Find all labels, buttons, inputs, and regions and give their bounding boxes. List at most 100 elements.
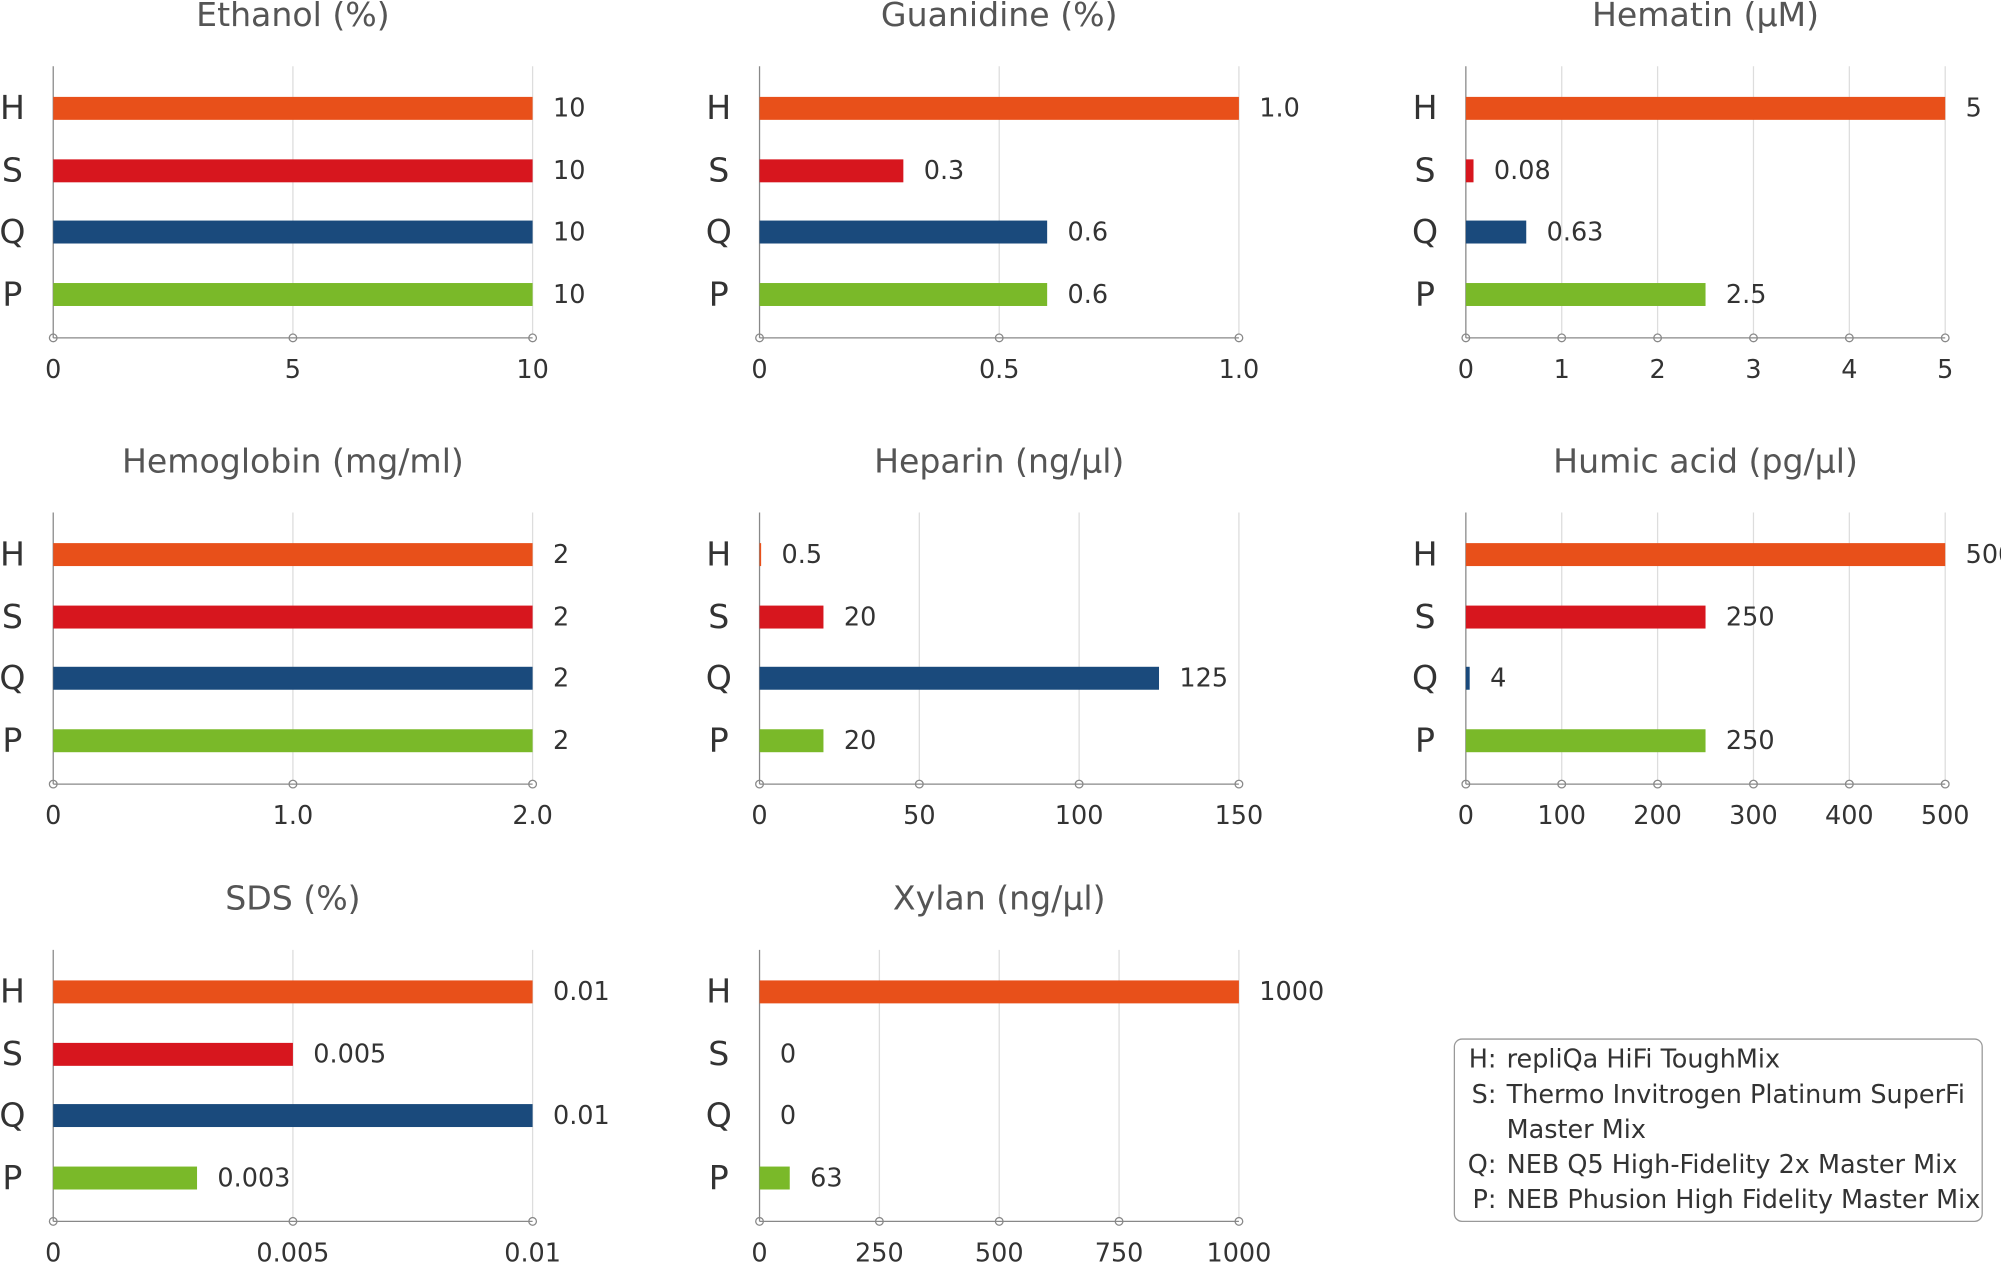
category-label: Q <box>0 1095 25 1134</box>
bar <box>759 605 824 629</box>
category-label: P <box>709 274 729 313</box>
bar <box>53 605 533 629</box>
bar <box>759 666 1160 690</box>
category-label: H <box>1413 534 1438 573</box>
chart-title: Hematin (µM) <box>1592 0 1819 34</box>
value-label: 5 <box>1966 94 1982 124</box>
legend-label: NEB Phusion High Fidelity Master Mix <box>1507 1185 1981 1215</box>
bar <box>759 980 1239 1004</box>
value-label: 0 <box>780 1040 796 1070</box>
bar <box>759 159 904 183</box>
category-label: P <box>709 1158 729 1197</box>
category-label: S <box>2 1034 23 1073</box>
x-tick-label: 2.0 <box>512 801 553 831</box>
value-label: 1.0 <box>1259 94 1300 124</box>
bar <box>53 980 533 1004</box>
x-tick-label: 150 <box>1215 801 1264 831</box>
value-label: 0.01 <box>553 977 610 1007</box>
value-label: 10 <box>553 94 585 124</box>
x-tick-label: 3 <box>1745 355 1761 385</box>
value-label: 4 <box>1490 664 1506 694</box>
x-tick-label: 0 <box>45 801 61 831</box>
category-label: H <box>706 534 731 573</box>
x-tick-label: 4 <box>1841 355 1857 385</box>
bar <box>759 96 1239 120</box>
value-label: 0.6 <box>1068 280 1109 310</box>
category-label: S <box>708 151 729 190</box>
category-label: Q <box>0 658 25 697</box>
bar <box>759 220 1048 244</box>
category-label: S <box>1415 597 1436 636</box>
category-label: H <box>706 88 731 127</box>
category-label: H <box>706 972 731 1011</box>
value-label: 10 <box>553 280 585 310</box>
bar <box>53 543 533 567</box>
x-tick-label: 0 <box>1458 355 1474 385</box>
value-label: 0 <box>780 1101 796 1131</box>
category-label: Q <box>1412 658 1438 697</box>
legend-label: Master Mix <box>1507 1115 1646 1145</box>
x-tick-label: 250 <box>855 1239 904 1266</box>
value-label: 0.01 <box>553 1101 610 1131</box>
x-tick-label: 0 <box>751 355 767 385</box>
x-tick-label: 1000 <box>1206 1239 1271 1266</box>
bar <box>1465 666 1470 690</box>
chart-title: Humic acid (pg/µl) <box>1553 441 1858 480</box>
category-label: H <box>0 972 25 1011</box>
value-label: 2 <box>553 664 569 694</box>
value-label: 0.005 <box>313 1040 386 1070</box>
value-label: 1000 <box>1259 977 1324 1007</box>
chart-title: Guanidine (%) <box>881 0 1118 34</box>
x-tick-label: 200 <box>1633 801 1682 831</box>
value-label: 250 <box>1726 726 1775 756</box>
bar <box>53 1166 198 1190</box>
value-label: 250 <box>1726 602 1775 632</box>
chart-title: Heparin (ng/µl) <box>874 441 1124 480</box>
bar <box>53 1104 533 1128</box>
x-tick-label: 0 <box>751 1239 767 1266</box>
category-label: S <box>708 1034 729 1073</box>
legend-key: P: <box>1472 1185 1496 1215</box>
bar <box>759 1166 790 1190</box>
value-label: 0.3 <box>924 156 965 186</box>
bar <box>53 159 533 183</box>
value-label: 20 <box>844 602 876 632</box>
bar <box>53 666 533 690</box>
x-tick-label: 400 <box>1825 801 1874 831</box>
legend-key: Q: <box>1468 1150 1497 1180</box>
x-tick-label: 1.0 <box>273 801 314 831</box>
x-tick-label: 2 <box>1649 355 1665 385</box>
x-tick-label: 0 <box>751 801 767 831</box>
bar <box>53 283 533 306</box>
bar <box>1465 729 1706 753</box>
category-label: P <box>1415 274 1435 313</box>
legend-label: Thermo Invitrogen Platinum SuperFi <box>1506 1080 1965 1110</box>
category-label: H <box>1413 88 1438 127</box>
value-label: 2.5 <box>1726 280 1767 310</box>
chart-title: Xylan (ng/µl) <box>893 879 1106 918</box>
x-tick-label: 0.5 <box>979 355 1020 385</box>
value-label: 20 <box>844 726 876 756</box>
bar <box>53 1042 293 1066</box>
x-tick-label: 500 <box>975 1239 1024 1266</box>
legend-label: repliQa HiFi ToughMix <box>1507 1045 1780 1075</box>
bar <box>53 220 533 244</box>
category-label: Q <box>0 212 25 251</box>
value-label: 2 <box>553 602 569 632</box>
bar <box>1465 220 1527 244</box>
bar <box>759 283 1048 306</box>
bar <box>53 729 533 753</box>
chart-title: SDS (%) <box>225 879 360 918</box>
x-tick-label: 0.005 <box>256 1239 329 1266</box>
value-label: 125 <box>1179 664 1228 694</box>
x-tick-label: 0 <box>45 355 61 385</box>
category-label: S <box>708 597 729 636</box>
value-label: 0.63 <box>1547 217 1604 247</box>
x-tick-label: 100 <box>1055 801 1104 831</box>
x-tick-label: 5 <box>285 355 301 385</box>
chart-title: Ethanol (%) <box>196 0 390 34</box>
x-tick-label: 10 <box>516 355 548 385</box>
x-tick-label: 5 <box>1937 355 1953 385</box>
x-tick-label: 500 <box>1921 801 1970 831</box>
